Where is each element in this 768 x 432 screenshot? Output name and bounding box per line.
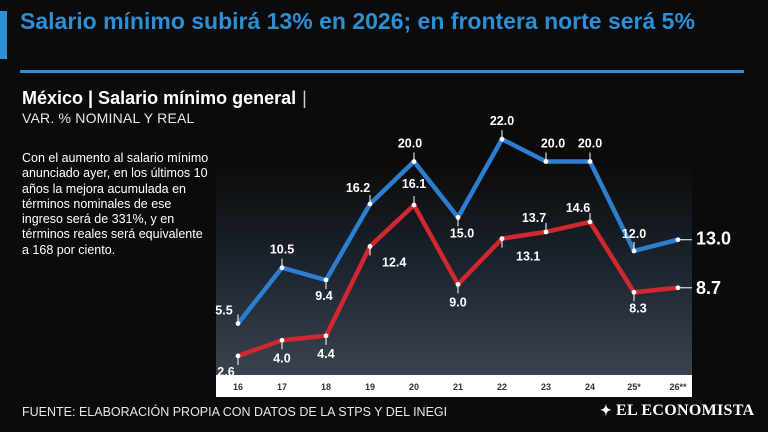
data-label: 9.4 [315, 289, 332, 303]
data-label: 8.7 [696, 278, 721, 298]
data-point [675, 237, 681, 243]
chart-title-text: México | Salario mínimo general [22, 88, 297, 108]
data-point [323, 277, 329, 283]
headline: Salario mínimo subirá 13% en 2026; en fr… [20, 8, 695, 34]
data-point [411, 202, 417, 208]
data-point [675, 285, 681, 291]
data-point [631, 248, 637, 254]
data-label: 15.0 [450, 226, 474, 240]
data-point [631, 289, 637, 295]
data-label: 2.6 [217, 365, 234, 379]
data-label: 8.3 [629, 301, 646, 315]
data-label: 10.5 [270, 243, 294, 257]
data-label: 16.2 [346, 181, 370, 195]
data-label: 9.0 [449, 295, 466, 309]
data-point [279, 265, 285, 271]
data-label: 5.5 [215, 304, 232, 318]
data-label: 12.0 [622, 227, 646, 241]
data-point [543, 229, 549, 235]
chart-title: México | Salario mínimo general | [22, 88, 307, 109]
data-label: 20.0 [398, 137, 422, 151]
x-tick-label: 16 [233, 382, 243, 392]
data-label: 22.0 [490, 114, 514, 128]
x-tick-label: 25* [627, 382, 641, 392]
data-label: 20.0 [578, 137, 602, 151]
chart-subtitle: VAR. % NOMINAL Y REAL [22, 110, 195, 126]
data-label: 13.1 [516, 250, 540, 264]
data-label: 12.4 [382, 255, 406, 269]
x-tick-label: 26** [669, 382, 687, 392]
x-tick-label: 21 [453, 382, 463, 392]
data-point [367, 244, 373, 249]
data-point [323, 333, 329, 339]
x-tick-label: 18 [321, 382, 331, 392]
x-axis-band [216, 375, 692, 397]
data-point [235, 353, 241, 359]
data-point [411, 159, 417, 164]
brand-name: EL ECONOMISTA [616, 402, 755, 419]
chart-note: Con el aumento al salario mínimo anuncia… [22, 151, 209, 257]
data-point [587, 219, 593, 225]
source-note: FUENTE: ELABORACIÓN PROPIA CON DATOS DE … [22, 405, 448, 419]
data-label: 4.0 [273, 351, 290, 365]
x-tick-label: 19 [365, 382, 375, 392]
data-point [455, 214, 461, 220]
data-label: 14.6 [566, 201, 590, 215]
data-label: 13.0 [696, 229, 731, 249]
brand-mark-icon: ✦ [600, 404, 613, 419]
header-rule [20, 70, 744, 73]
data-point [587, 159, 593, 164]
title-separator: | [302, 88, 307, 108]
data-point [367, 201, 373, 207]
x-tick-label: 17 [277, 382, 287, 392]
x-tick-label: 20 [409, 382, 419, 392]
data-label: 20.0 [541, 137, 565, 151]
data-point [455, 282, 461, 287]
data-point [499, 236, 505, 242]
data-point [235, 321, 241, 326]
x-tick-label: 22 [497, 382, 507, 392]
accent-bar [0, 11, 7, 59]
x-tick-label: 23 [541, 382, 551, 392]
data-label: 4.4 [317, 347, 334, 361]
x-tick-label: 24 [585, 382, 595, 392]
data-point [543, 159, 549, 164]
brand-logo: ✦ EL ECONOMISTA [600, 402, 754, 420]
data-point [279, 337, 285, 343]
data-label: 16.1 [402, 177, 426, 191]
data-label: 13.7 [522, 211, 546, 225]
data-point [499, 136, 505, 142]
